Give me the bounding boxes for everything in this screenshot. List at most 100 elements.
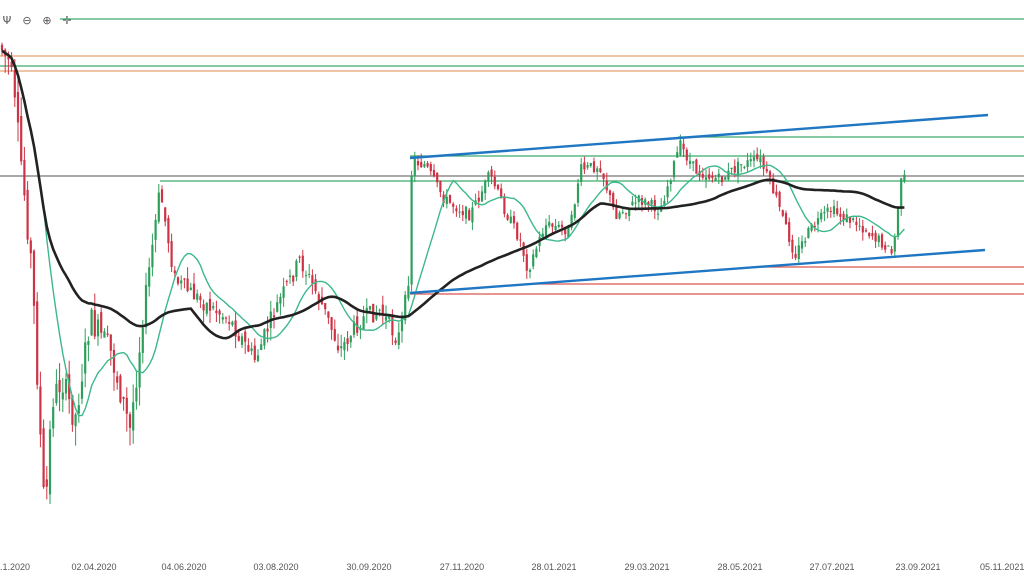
candle-body: [304, 275, 308, 277]
candle: [692, 161, 695, 172]
candle-body: [112, 349, 116, 373]
horizontal-levels: [0, 18, 1024, 295]
candle-body: [167, 218, 170, 244]
candle-body: [199, 296, 202, 301]
candle: [525, 248, 528, 279]
draw-tool-icon[interactable]: Ψ: [2, 14, 12, 27]
candle: [196, 289, 199, 303]
candle-body: [663, 200, 666, 206]
candle-body: [282, 286, 285, 298]
candle-body: [765, 168, 768, 172]
candle: [26, 181, 29, 245]
candle: [106, 325, 109, 337]
candle: [311, 269, 314, 295]
candle: [624, 212, 628, 219]
candle: [77, 393, 80, 423]
candle: [256, 349, 260, 363]
zoom-out-icon[interactable]: ⊖: [22, 14, 32, 27]
candle-body: [730, 167, 733, 170]
candle-body: [516, 222, 519, 240]
candle-body: [868, 233, 871, 237]
x-tick-label: 28.05.2021: [717, 562, 762, 572]
candle-body: [260, 344, 263, 350]
candle: [487, 170, 490, 187]
candle: [516, 221, 519, 242]
candle-body: [109, 334, 112, 351]
candle-body: [20, 116, 23, 162]
candle: [829, 206, 832, 218]
candle: [218, 309, 221, 324]
candle: [404, 291, 407, 325]
candle-body: [180, 280, 183, 284]
candle-body: [576, 183, 580, 203]
chart-toolbar: Ψ ⊖ ⊕ ✛: [0, 12, 78, 30]
candle-body: [410, 175, 413, 285]
candle-body: [32, 250, 36, 306]
candle: [132, 384, 135, 444]
zoom-in-icon[interactable]: ⊕: [42, 14, 52, 27]
candle-body: [688, 160, 692, 164]
candle: [823, 205, 826, 222]
candle-body: [887, 245, 890, 247]
candle-body: [740, 164, 743, 166]
candle-body: [708, 174, 711, 179]
candle-body: [119, 375, 122, 403]
candle-body: [397, 332, 400, 345]
candle: [58, 363, 61, 412]
candle: [861, 219, 864, 241]
candle: [775, 184, 778, 198]
candle: [199, 293, 202, 309]
candle-body: [820, 212, 823, 220]
candle: [356, 308, 359, 336]
candle: [100, 307, 103, 339]
candle-body: [695, 159, 698, 174]
lower-trendline: [409, 248, 986, 295]
candle: [295, 258, 298, 282]
candle: [154, 214, 157, 253]
candle: [535, 246, 538, 259]
crosshair-icon[interactable]: ✛: [62, 14, 72, 27]
candle: [333, 319, 336, 342]
candle-body: [560, 224, 564, 228]
candle-body: [800, 241, 804, 249]
candle-body: [407, 285, 410, 299]
candle-body: [375, 312, 378, 320]
candle-body: [768, 171, 772, 178]
candle-body: [791, 239, 794, 253]
candle-body: [442, 194, 445, 203]
candle: [580, 157, 583, 186]
candle-body: [330, 317, 333, 330]
candle-body: [244, 331, 247, 342]
candle: [32, 249, 36, 324]
candle: [36, 292, 39, 390]
candle: [781, 209, 784, 218]
candle: [583, 156, 586, 174]
candle-body: [205, 302, 208, 314]
candle-body: [170, 241, 173, 267]
candle-body: [503, 196, 506, 214]
candle-body: [724, 177, 727, 180]
candle: [96, 313, 100, 346]
candle: [16, 73, 20, 142]
candle: [714, 174, 717, 182]
candle: [660, 197, 663, 212]
candle: [519, 232, 522, 247]
candle-body: [778, 191, 781, 207]
candle: [384, 305, 388, 330]
candle: [349, 334, 352, 348]
candle-body: [7, 57, 10, 60]
candle-body: [164, 207, 167, 222]
candle-body: [404, 295, 407, 321]
candle-body: [288, 275, 292, 278]
candle-body: [340, 346, 343, 349]
candle: [215, 300, 218, 322]
candle-body: [439, 181, 442, 193]
candle: [125, 387, 128, 432]
candle-body: [125, 397, 128, 414]
candle-body: [157, 192, 160, 222]
candle: [52, 398, 55, 437]
candle-body: [877, 235, 880, 243]
candle: [442, 191, 445, 208]
candle-body: [301, 255, 304, 272]
